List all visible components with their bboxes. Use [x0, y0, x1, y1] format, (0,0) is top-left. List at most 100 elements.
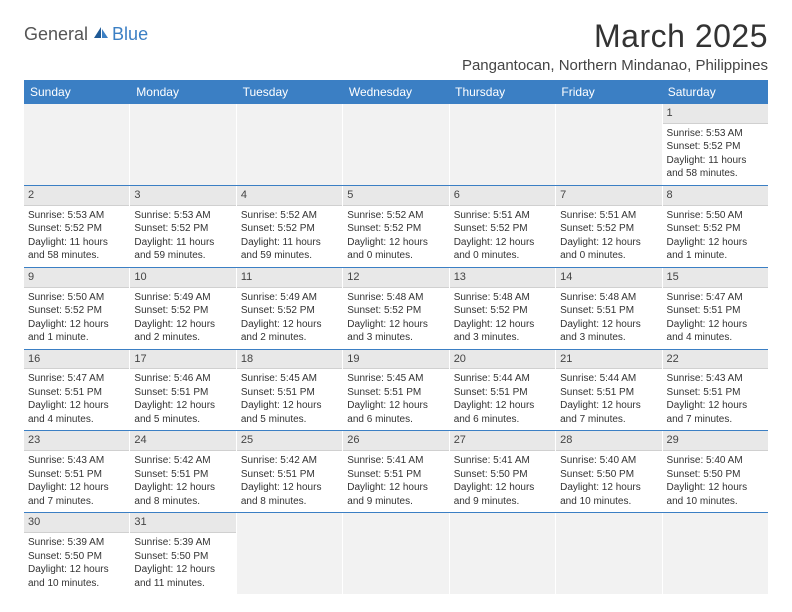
sunset-text: Sunset: 5:52 PM	[560, 222, 657, 236]
day-cell: 1Sunrise: 5:53 AMSunset: 5:52 PMDaylight…	[663, 104, 768, 185]
sunset-text: Sunset: 5:50 PM	[560, 468, 657, 482]
sunset-text: Sunset: 5:52 PM	[241, 304, 338, 318]
sunrise-text: Sunrise: 5:53 AM	[28, 209, 125, 223]
day-number: 29	[663, 431, 768, 451]
logo: General Blue	[24, 18, 148, 45]
day-cell: 10Sunrise: 5:49 AMSunset: 5:52 PMDayligh…	[130, 268, 236, 349]
daylight-text: Daylight: 12 hours and 9 minutes.	[347, 481, 444, 508]
day-details: Sunrise: 5:45 AMSunset: 5:51 PMDaylight:…	[343, 369, 448, 430]
day-number: 7	[556, 186, 661, 206]
day-number: 1	[663, 104, 768, 124]
day-number: 14	[556, 268, 661, 288]
day-number: 2	[24, 186, 129, 206]
day-number: 15	[663, 268, 768, 288]
day-cell: 30Sunrise: 5:39 AMSunset: 5:50 PMDayligh…	[24, 513, 130, 594]
sunrise-text: Sunrise: 5:42 AM	[241, 454, 338, 468]
day-cell: 5Sunrise: 5:52 AMSunset: 5:52 PMDaylight…	[343, 186, 449, 267]
day-cell	[663, 513, 768, 594]
day-details: Sunrise: 5:53 AMSunset: 5:52 PMDaylight:…	[663, 124, 768, 185]
day-details: Sunrise: 5:48 AMSunset: 5:52 PMDaylight:…	[343, 288, 448, 349]
daylight-text: Daylight: 12 hours and 9 minutes.	[454, 481, 551, 508]
day-number: 4	[237, 186, 342, 206]
sunrise-text: Sunrise: 5:46 AM	[134, 372, 231, 386]
sunset-text: Sunset: 5:50 PM	[134, 550, 231, 564]
weekday-header-row: SundayMondayTuesdayWednesdayThursdayFrid…	[24, 80, 768, 104]
weeks-container: 1Sunrise: 5:53 AMSunset: 5:52 PMDaylight…	[24, 104, 768, 594]
sail-icon	[92, 24, 110, 45]
sunset-text: Sunset: 5:52 PM	[667, 222, 764, 236]
sunset-text: Sunset: 5:50 PM	[28, 550, 125, 564]
week-row: 23Sunrise: 5:43 AMSunset: 5:51 PMDayligh…	[24, 431, 768, 513]
day-cell: 8Sunrise: 5:50 AMSunset: 5:52 PMDaylight…	[663, 186, 768, 267]
sunset-text: Sunset: 5:51 PM	[667, 386, 764, 400]
day-number: 21	[556, 350, 661, 370]
day-details: Sunrise: 5:50 AMSunset: 5:52 PMDaylight:…	[663, 206, 768, 267]
day-cell: 11Sunrise: 5:49 AMSunset: 5:52 PMDayligh…	[237, 268, 343, 349]
day-details: Sunrise: 5:42 AMSunset: 5:51 PMDaylight:…	[130, 451, 235, 512]
sunset-text: Sunset: 5:51 PM	[28, 386, 125, 400]
page-title: March 2025	[462, 18, 768, 55]
day-number: 19	[343, 350, 448, 370]
daylight-text: Daylight: 12 hours and 7 minutes.	[28, 481, 125, 508]
daylight-text: Daylight: 11 hours and 58 minutes.	[28, 236, 125, 263]
sunrise-text: Sunrise: 5:42 AM	[134, 454, 231, 468]
daylight-text: Daylight: 12 hours and 2 minutes.	[241, 318, 338, 345]
sunrise-text: Sunrise: 5:40 AM	[560, 454, 657, 468]
sunset-text: Sunset: 5:51 PM	[134, 468, 231, 482]
sunrise-text: Sunrise: 5:47 AM	[667, 291, 764, 305]
sunrise-text: Sunrise: 5:52 AM	[347, 209, 444, 223]
sunrise-text: Sunrise: 5:43 AM	[28, 454, 125, 468]
week-row: 16Sunrise: 5:47 AMSunset: 5:51 PMDayligh…	[24, 350, 768, 432]
day-number: 31	[130, 513, 235, 533]
sunrise-text: Sunrise: 5:43 AM	[667, 372, 764, 386]
day-details: Sunrise: 5:51 AMSunset: 5:52 PMDaylight:…	[450, 206, 555, 267]
day-number: 16	[24, 350, 129, 370]
day-cell: 4Sunrise: 5:52 AMSunset: 5:52 PMDaylight…	[237, 186, 343, 267]
day-cell: 14Sunrise: 5:48 AMSunset: 5:51 PMDayligh…	[556, 268, 662, 349]
day-number: 17	[130, 350, 235, 370]
day-details: Sunrise: 5:52 AMSunset: 5:52 PMDaylight:…	[237, 206, 342, 267]
sunrise-text: Sunrise: 5:53 AM	[134, 209, 231, 223]
day-details: Sunrise: 5:48 AMSunset: 5:52 PMDaylight:…	[450, 288, 555, 349]
day-details: Sunrise: 5:44 AMSunset: 5:51 PMDaylight:…	[450, 369, 555, 430]
daylight-text: Daylight: 11 hours and 59 minutes.	[241, 236, 338, 263]
sunset-text: Sunset: 5:51 PM	[241, 468, 338, 482]
daylight-text: Daylight: 12 hours and 10 minutes.	[667, 481, 764, 508]
day-cell: 21Sunrise: 5:44 AMSunset: 5:51 PMDayligh…	[556, 350, 662, 431]
daylight-text: Daylight: 12 hours and 11 minutes.	[134, 563, 231, 590]
day-cell: 18Sunrise: 5:45 AMSunset: 5:51 PMDayligh…	[237, 350, 343, 431]
sunrise-text: Sunrise: 5:50 AM	[667, 209, 764, 223]
daylight-text: Daylight: 12 hours and 3 minutes.	[347, 318, 444, 345]
day-cell: 28Sunrise: 5:40 AMSunset: 5:50 PMDayligh…	[556, 431, 662, 512]
day-cell: 17Sunrise: 5:46 AMSunset: 5:51 PMDayligh…	[130, 350, 236, 431]
day-cell	[237, 104, 343, 185]
day-details: Sunrise: 5:50 AMSunset: 5:52 PMDaylight:…	[24, 288, 129, 349]
day-details: Sunrise: 5:41 AMSunset: 5:51 PMDaylight:…	[343, 451, 448, 512]
day-cell: 20Sunrise: 5:44 AMSunset: 5:51 PMDayligh…	[450, 350, 556, 431]
sunset-text: Sunset: 5:51 PM	[28, 468, 125, 482]
day-cell: 9Sunrise: 5:50 AMSunset: 5:52 PMDaylight…	[24, 268, 130, 349]
day-cell: 15Sunrise: 5:47 AMSunset: 5:51 PMDayligh…	[663, 268, 768, 349]
day-number: 26	[343, 431, 448, 451]
daylight-text: Daylight: 12 hours and 5 minutes.	[241, 399, 338, 426]
day-number: 3	[130, 186, 235, 206]
sunset-text: Sunset: 5:51 PM	[347, 468, 444, 482]
day-cell: 31Sunrise: 5:39 AMSunset: 5:50 PMDayligh…	[130, 513, 236, 594]
day-number: 18	[237, 350, 342, 370]
sunrise-text: Sunrise: 5:45 AM	[347, 372, 444, 386]
sunrise-text: Sunrise: 5:40 AM	[667, 454, 764, 468]
page-header: General Blue March 2025 Pangantocan, Nor…	[24, 18, 768, 74]
sunset-text: Sunset: 5:52 PM	[28, 222, 125, 236]
day-details: Sunrise: 5:49 AMSunset: 5:52 PMDaylight:…	[237, 288, 342, 349]
day-number: 23	[24, 431, 129, 451]
sunrise-text: Sunrise: 5:41 AM	[347, 454, 444, 468]
sunrise-text: Sunrise: 5:44 AM	[454, 372, 551, 386]
day-details: Sunrise: 5:46 AMSunset: 5:51 PMDaylight:…	[130, 369, 235, 430]
sunrise-text: Sunrise: 5:39 AM	[28, 536, 125, 550]
day-cell: 22Sunrise: 5:43 AMSunset: 5:51 PMDayligh…	[663, 350, 768, 431]
logo-text-general: General	[24, 24, 88, 45]
sunrise-text: Sunrise: 5:49 AM	[241, 291, 338, 305]
sunset-text: Sunset: 5:52 PM	[134, 304, 231, 318]
day-details: Sunrise: 5:47 AMSunset: 5:51 PMDaylight:…	[663, 288, 768, 349]
day-cell	[450, 513, 556, 594]
